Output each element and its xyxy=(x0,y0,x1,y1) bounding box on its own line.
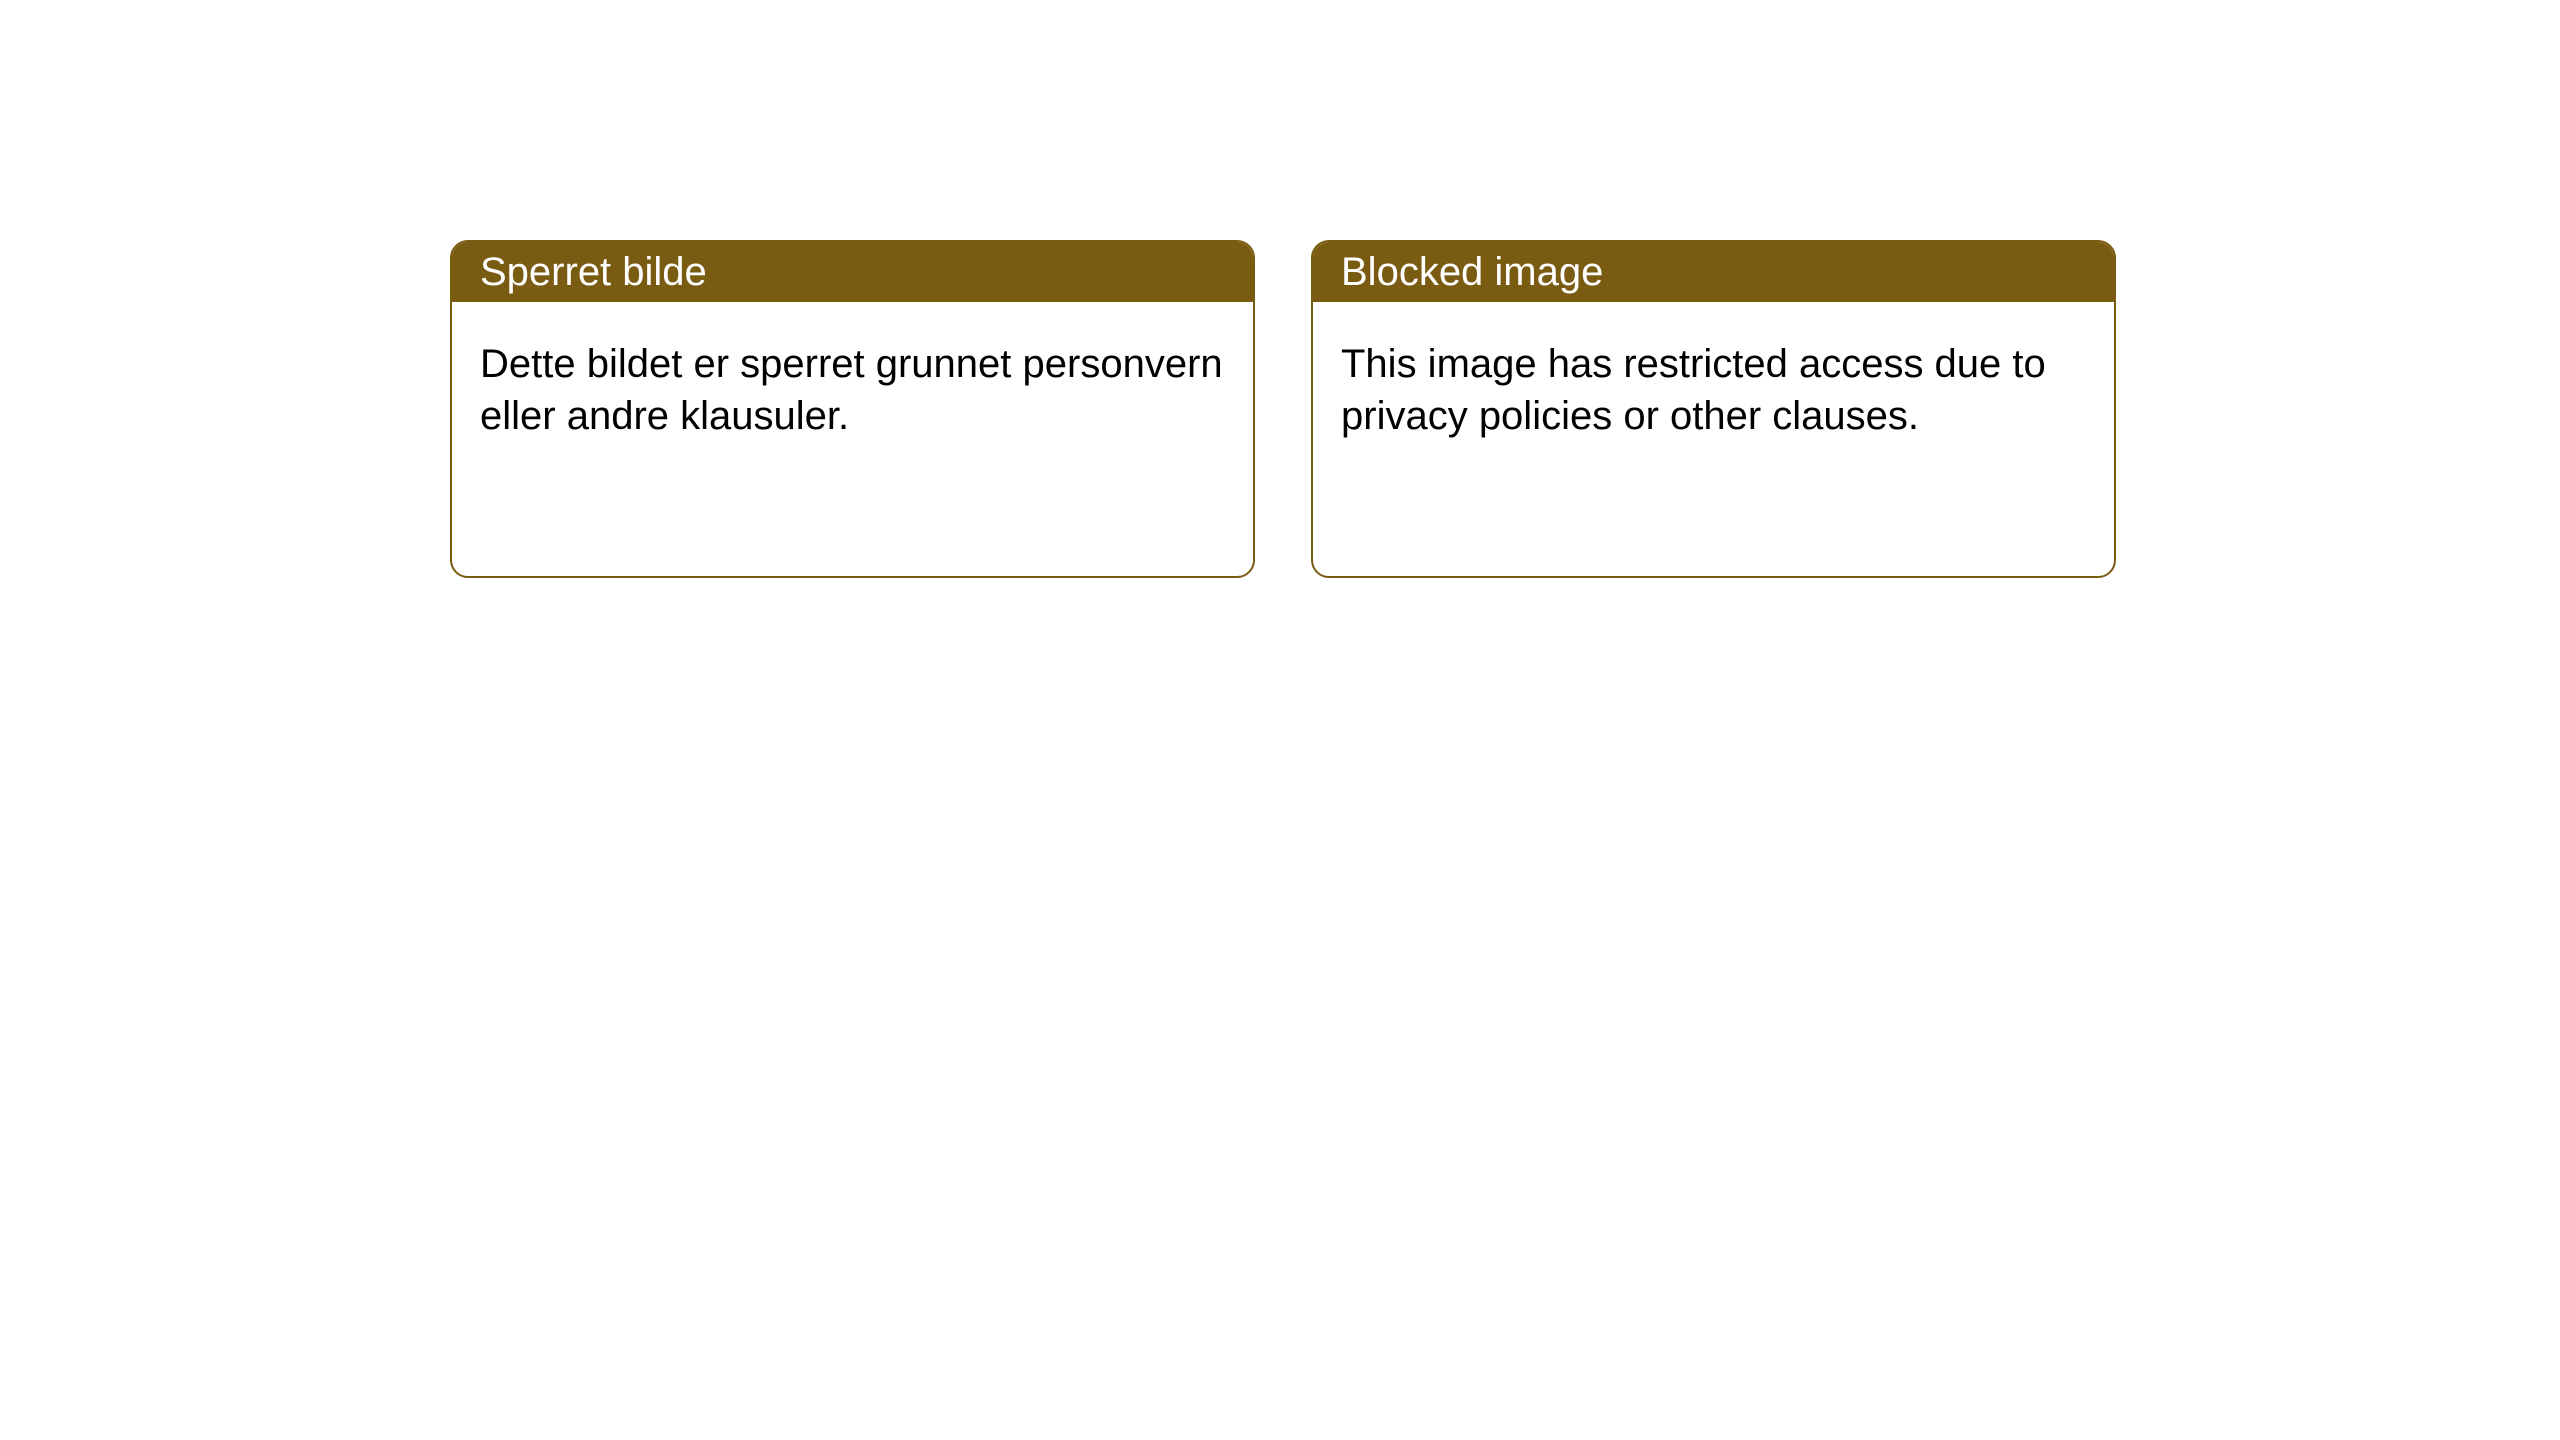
notice-body-norwegian: Dette bildet er sperret grunnet personve… xyxy=(452,302,1253,478)
notice-header-norwegian: Sperret bilde xyxy=(452,242,1253,302)
notice-text-norwegian: Dette bildet er sperret grunnet personve… xyxy=(480,342,1223,438)
notice-title-english: Blocked image xyxy=(1341,250,1603,295)
notice-container: Sperret bilde Dette bildet er sperret gr… xyxy=(0,0,2560,578)
notice-card-english: Blocked image This image has restricted … xyxy=(1311,240,2116,578)
notice-body-english: This image has restricted access due to … xyxy=(1313,302,2114,478)
notice-header-english: Blocked image xyxy=(1313,242,2114,302)
notice-text-english: This image has restricted access due to … xyxy=(1341,342,2046,438)
notice-title-norwegian: Sperret bilde xyxy=(480,250,707,295)
notice-card-norwegian: Sperret bilde Dette bildet er sperret gr… xyxy=(450,240,1255,578)
